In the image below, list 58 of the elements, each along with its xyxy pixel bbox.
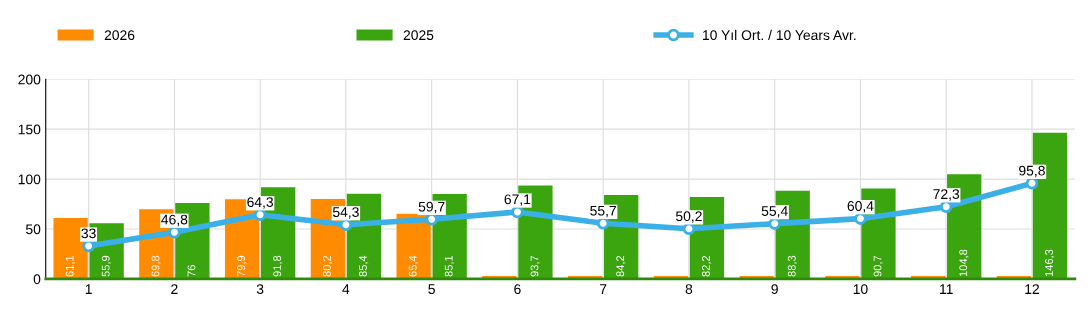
y-tick-label: 50	[25, 224, 41, 235]
point	[939, 200, 953, 214]
legend-label: 10 Yıl Ort. / 10 Years Avr.	[703, 29, 856, 41]
point	[168, 225, 181, 239]
data-label: 146,3	[1045, 249, 1055, 277]
x-tick-label: 8	[685, 284, 693, 295]
data-label: 91,8	[273, 255, 283, 277]
data-label: 90,7	[873, 255, 883, 277]
x-tick-label: 3	[256, 284, 264, 295]
data-label: 59,7	[418, 201, 445, 214]
y-tick-label: 100	[18, 174, 41, 185]
point	[511, 205, 524, 219]
data-label: 50,2	[675, 211, 702, 223]
point	[596, 217, 610, 230]
data-label: 72,3	[933, 189, 960, 201]
x-tick-label: 4	[342, 284, 350, 294]
x-tick-label: 9	[771, 284, 778, 295]
y-tick-label: 200	[18, 74, 41, 85]
x-tick-label: 2	[171, 284, 178, 294]
data-label: 85,1	[444, 255, 454, 277]
data-label: 60,4	[847, 201, 874, 213]
data-label: 104,8	[959, 249, 969, 277]
x-tick-label: 10	[853, 284, 868, 295]
point	[1025, 177, 1039, 190]
data-label: 85,4	[359, 255, 369, 277]
data-label: 95,8	[1019, 165, 1045, 178]
data-label: 88,3	[787, 255, 797, 277]
x-tick-label: 6	[514, 284, 521, 295]
data-label: 55,4	[761, 206, 788, 218]
data-label: 67,1	[504, 194, 531, 206]
point	[339, 218, 353, 231]
x-tick-label: 5	[428, 284, 435, 295]
data-label: 82,2	[702, 255, 712, 277]
data-label: 80,2	[323, 255, 333, 277]
legend-label: 2026	[104, 30, 135, 41]
data-label: 69,8	[151, 255, 161, 277]
data-label: 61,1	[65, 255, 75, 277]
x-tick-label: 7	[600, 284, 607, 294]
data-label: 55,9	[101, 255, 111, 277]
data-label: 79,9	[237, 255, 247, 277]
data-label: 54,3	[332, 207, 359, 219]
data-label: 64,3	[247, 197, 274, 209]
data-label: 55,7	[590, 205, 616, 218]
data-label: 33	[81, 228, 96, 239]
point	[253, 208, 267, 221]
y-tick-label: 150	[18, 124, 41, 135]
x-tick-label: 11	[940, 284, 953, 294]
point	[682, 222, 696, 236]
data-label: 46,8	[161, 214, 188, 227]
legend-label: 2025	[403, 30, 434, 41]
x-tick-label: 12	[1025, 284, 1039, 294]
data-label: 65,4	[408, 255, 418, 277]
point	[82, 239, 95, 253]
y-tick-label: 0	[33, 274, 41, 285]
data-label: 84,2	[616, 255, 626, 277]
data-label: 76	[187, 265, 196, 277]
x-tick-label: 1	[85, 284, 92, 294]
data-label: 93,7	[530, 255, 540, 277]
